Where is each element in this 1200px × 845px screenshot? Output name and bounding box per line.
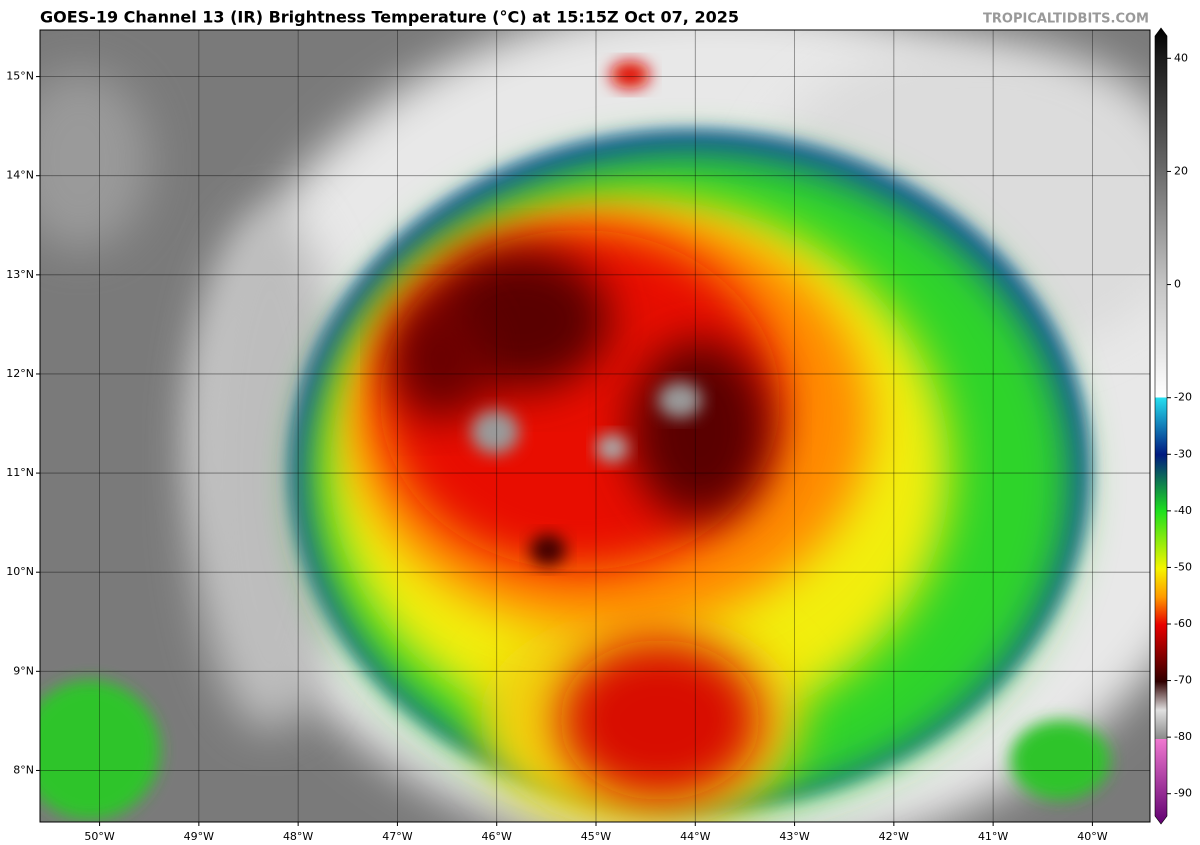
colorbar-tick-label: -60 [1174,617,1192,630]
x-tick-label: 44°W [680,830,710,843]
colorbar-tick-label: -20 [1174,391,1192,404]
x-tick-label: 41°W [978,830,1008,843]
colorbar-tick-label: -50 [1174,560,1192,573]
colorbar-tick-label: -70 [1174,674,1192,687]
y-tick-label: 12°N [6,367,34,380]
y-tick-label: 14°N [6,169,34,182]
y-tick-label: 11°N [6,466,34,479]
x-tick-label: 47°W [382,830,412,843]
y-tick-label: 15°N [6,70,34,83]
y-tick-label: 9°N [13,664,34,677]
colorbar-tick-label: 0 [1174,278,1181,291]
x-tick-label: 45°W [581,830,611,843]
x-tick-label: 43°W [779,830,809,843]
x-tick-label: 48°W [283,830,313,843]
y-tick-label: 13°N [6,268,34,281]
colorbar-tick-label: -40 [1174,504,1192,517]
x-tick-label: 42°W [879,830,909,843]
y-tick-label: 10°N [6,565,34,578]
colorbar-tick-label: -90 [1174,787,1192,800]
colorbar [1154,27,1168,825]
graticule [40,30,1150,822]
colorbar-tick-label: 40 [1174,51,1188,64]
x-tick-label: 46°W [482,830,512,843]
credit: TROPICALTIDBITS.COM [983,12,1149,27]
title: GOES-19 Channel 13 (IR) Brightness Tempe… [40,8,739,27]
map-frame [39,29,1151,823]
satellite-image [40,30,1150,822]
y-tick-label: 8°N [13,763,34,776]
colorbar-tick-label: -30 [1174,447,1192,460]
colorbar-tick-label: -80 [1174,730,1192,743]
colorbar-tick-label: 20 [1174,164,1188,177]
x-tick-label: 50°W [84,830,114,843]
x-tick-label: 40°W [1077,830,1107,843]
x-tick-label: 49°W [184,830,214,843]
